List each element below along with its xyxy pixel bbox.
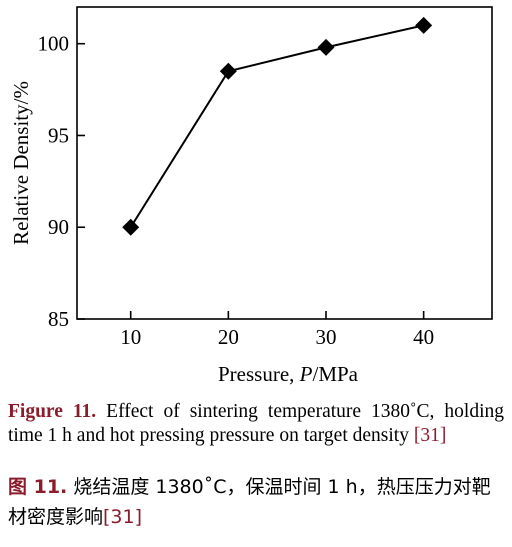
caption-text: Effect of sintering temperature 1380˚C, … xyxy=(8,401,504,446)
data-point-marker xyxy=(317,38,335,56)
data-point-marker xyxy=(122,218,140,236)
figure-label-zh: 图 11. xyxy=(8,476,68,498)
figure-caption-english: Figure 11. Effect of sintering temperatu… xyxy=(8,400,504,448)
x-axis-label-variable: P xyxy=(299,362,313,386)
y-axis-ticks: 85 90 95 100 xyxy=(38,32,85,331)
x-tick-label: 20 xyxy=(218,325,239,349)
figure-label: Figure 11. xyxy=(8,401,97,422)
x-axis-ticks: 10 20 30 40 xyxy=(120,311,434,349)
data-markers xyxy=(122,16,433,236)
caption-reference-zh: [31] xyxy=(103,506,143,528)
chart: 10 20 30 40 85 90 95 100 Relative Density/% Pr… xyxy=(9,6,493,386)
y-tick-label: 90 xyxy=(48,215,69,239)
y-tick-label: 95 xyxy=(48,123,69,147)
x-tick-label: 40 xyxy=(413,325,434,349)
x-tick-label: 10 xyxy=(120,325,141,349)
plot-frame xyxy=(76,6,493,320)
data-point-marker xyxy=(415,16,433,34)
caption-text-zh: 烧结温度 1380˚C，保温时间 1 h，热压压力对靶材密度影响 xyxy=(8,476,491,528)
x-tick-label: 30 xyxy=(316,325,337,349)
x-axis-label-unit: /MPa xyxy=(312,362,358,386)
y-tick-label: 100 xyxy=(38,32,70,56)
data-point-marker xyxy=(219,62,237,80)
x-axis-label-prefix: Pressure, xyxy=(218,362,300,386)
y-axis-label: Relative Density/% xyxy=(9,81,33,245)
series-line xyxy=(129,24,424,228)
figure-caption-chinese: 图 11. 烧结温度 1380˚C，保温时间 1 h，热压压力对靶材密度影响[3… xyxy=(8,472,504,532)
x-axis-label: Pressure, P/MPa xyxy=(218,362,359,386)
y-tick-label: 85 xyxy=(48,307,69,331)
caption-reference: [31] xyxy=(413,425,447,446)
